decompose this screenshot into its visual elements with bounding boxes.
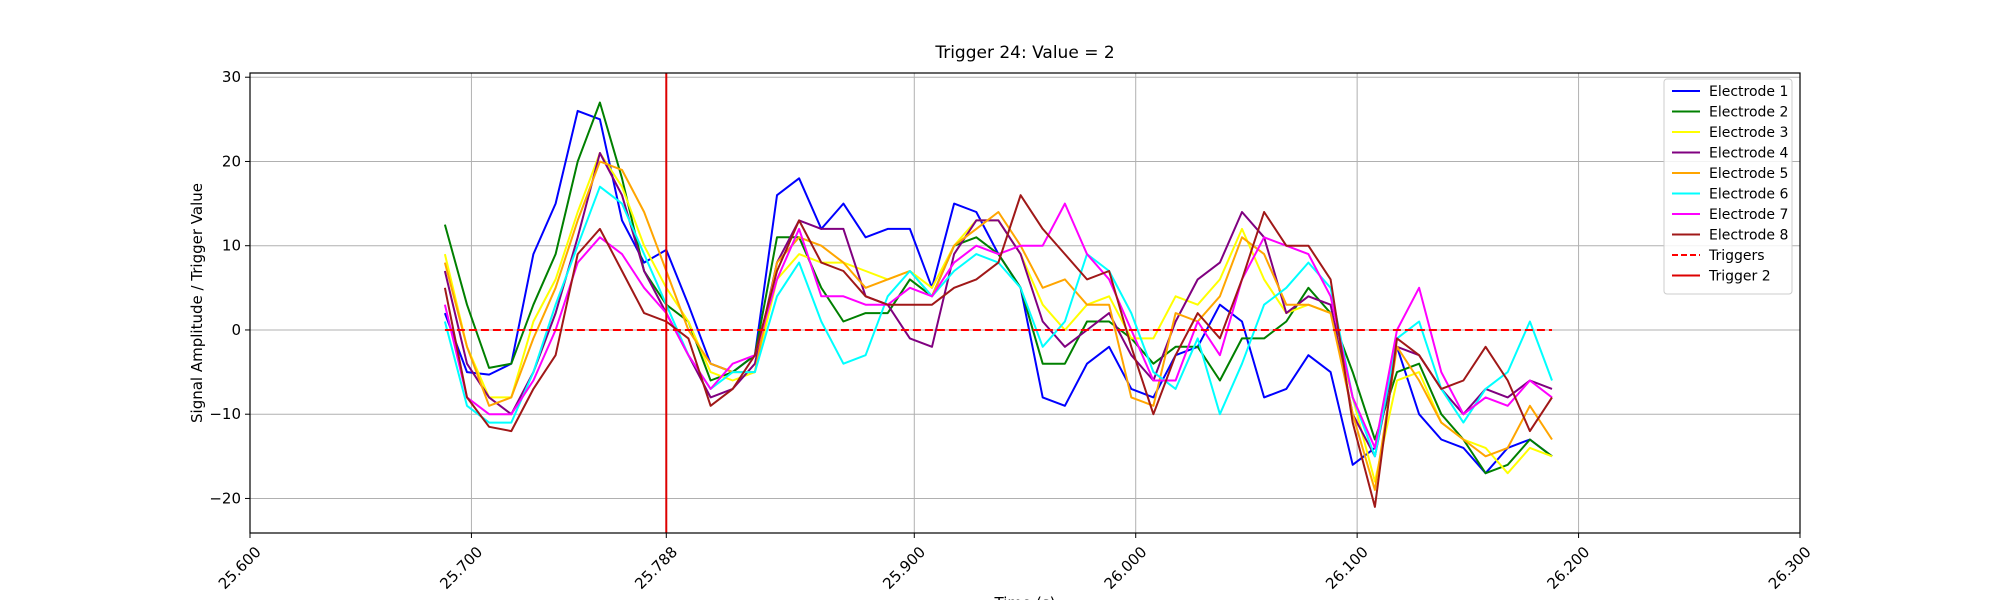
x-axis-label: Time (s)	[994, 594, 1056, 600]
x-tick-label: 25.788	[631, 543, 681, 593]
legend-label: Electrode 1	[1709, 84, 1788, 100]
y-tick-label: 20	[222, 152, 241, 170]
plot-lines	[443, 73, 1553, 533]
series-line	[443, 194, 1553, 508]
y-tick-label: −10	[209, 405, 241, 423]
chart-title: Trigger 24: Value = 2	[934, 43, 1114, 63]
x-tick-label: 26.100	[1322, 543, 1372, 593]
x-tick-label: 26.200	[1543, 543, 1593, 593]
x-tick-label: 25.600	[215, 543, 265, 593]
legend-label: Electrode 4	[1709, 146, 1788, 162]
y-tick-label: 10	[222, 237, 241, 255]
y-tick-label: 30	[222, 68, 241, 86]
legend-label: Electrode 8	[1709, 228, 1788, 244]
legend-label: Electrode 2	[1709, 105, 1788, 121]
legend-label: Trigger 2	[1708, 269, 1771, 285]
series-line	[443, 202, 1553, 449]
plot-frame	[249, 72, 1801, 534]
y-axis-label: Signal Amplitude / Trigger Value	[188, 183, 206, 423]
legend-label: Electrode 5	[1709, 166, 1788, 182]
x-tick-label: 25.700	[436, 543, 486, 593]
y-tick-label: −20	[209, 489, 241, 507]
legend: Electrode 1 Electrode 2 Electrode 3 Electro…	[1663, 78, 1793, 295]
legend-label: Electrode 7	[1709, 207, 1788, 223]
x-tick-label: 26.300	[1765, 543, 1815, 593]
legend-label: Electrode 3	[1709, 125, 1788, 141]
legend-label: Electrode 6	[1709, 187, 1788, 203]
series-line	[443, 152, 1553, 458]
x-tick-label: 25.900	[879, 543, 929, 593]
y-tick-label: 0	[231, 321, 241, 339]
legend-label: Triggers	[1708, 248, 1765, 264]
series-line	[443, 160, 1553, 491]
x-tick-label: 26.000	[1101, 543, 1151, 593]
series-line	[443, 152, 1553, 483]
